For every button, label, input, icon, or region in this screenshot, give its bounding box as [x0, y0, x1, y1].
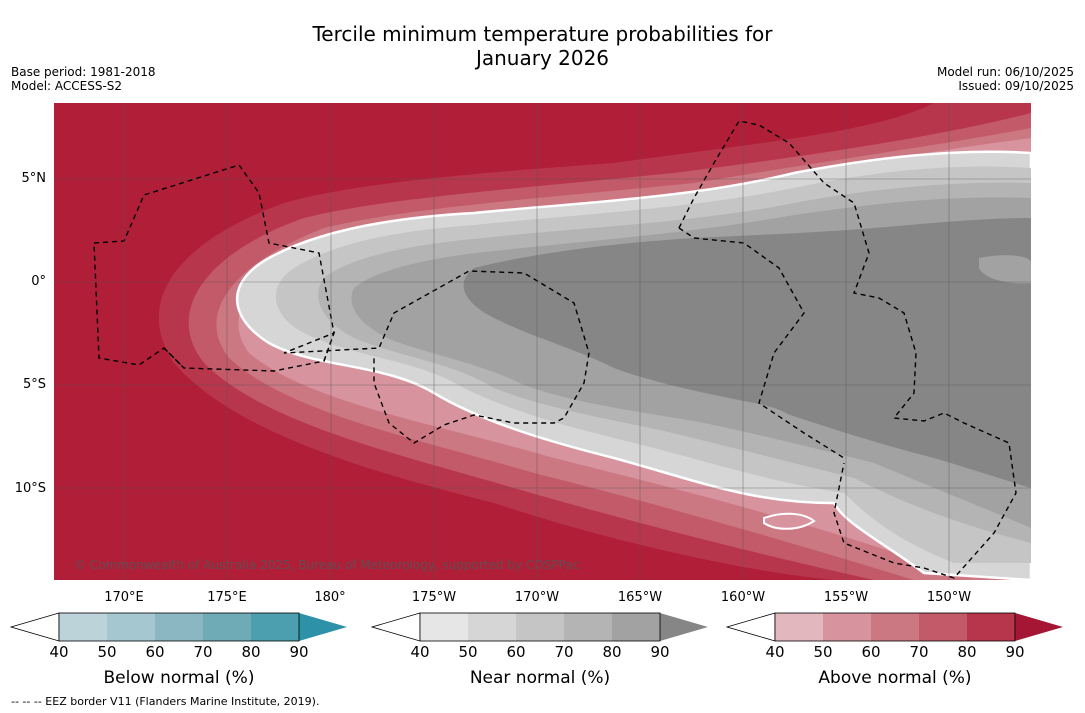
meta-left: Base period: 1981-2018 Model: ACCESS-S2 — [11, 65, 156, 93]
probability-map — [54, 103, 1031, 580]
colorbar-near — [371, 612, 708, 642]
below-tick-40: 40 — [49, 643, 69, 661]
below-swatch-5 — [251, 613, 299, 641]
near-swatch-2 — [468, 613, 516, 641]
above-tick-50: 50 — [813, 643, 833, 661]
colorbar-title-below: Below normal (%) — [103, 668, 255, 688]
above-patch-south — [763, 512, 816, 530]
title-line-1: Tercile minimum temperature probabilitie… — [312, 22, 773, 46]
below-swatch-4 — [203, 613, 251, 641]
near-tick-70: 70 — [554, 643, 574, 661]
lat-label-10s: 10°S — [14, 481, 46, 496]
lat-label-0: 0° — [31, 274, 46, 289]
lon-label-170e: 170°E — [104, 590, 144, 605]
below-swatch-3 — [155, 613, 203, 641]
title-line-2: January 2026 — [475, 46, 610, 70]
above-tick-40: 40 — [765, 643, 785, 661]
near-80-patch-east — [984, 199, 1031, 215]
below-tick-80: 80 — [241, 643, 261, 661]
below-swatch-1 — [59, 613, 107, 641]
near-tick-50: 50 — [458, 643, 478, 661]
near-swatch-5 — [612, 613, 660, 641]
near-swatch-6 — [660, 613, 708, 641]
issued-date: Issued: 09/10/2025 — [958, 79, 1074, 93]
above-swatch-3 — [871, 613, 919, 641]
lat-label-5s: 5°S — [22, 377, 46, 392]
map-svg — [54, 103, 1031, 580]
above-tick-70: 70 — [909, 643, 929, 661]
below-tick-60: 60 — [145, 643, 165, 661]
model-name: Model: ACCESS-S2 — [11, 79, 123, 93]
lon-label-155w: 155°W — [823, 590, 869, 605]
below-tick-70: 70 — [193, 643, 213, 661]
map-title: Tercile minimum temperature probabilitie… — [0, 22, 1085, 70]
lat-label-5n: 5°N — [21, 171, 47, 186]
near-swatch-1 — [420, 613, 468, 641]
eez-footnote: -- -- -- EEZ border V11 (Flanders Marine… — [11, 695, 320, 708]
lon-label-175e: 175°E — [207, 590, 247, 605]
colorbar-title-near: Near normal (%) — [469, 668, 611, 688]
lon-label-175w: 175°W — [411, 590, 457, 605]
near-tick-80: 80 — [602, 643, 622, 661]
below-swatch-0 — [10, 612, 60, 642]
colorbar-title-above: Above normal (%) — [818, 668, 972, 688]
above-tick-80: 80 — [957, 643, 977, 661]
above-swatch-4 — [919, 613, 967, 641]
colorbar-above — [726, 612, 1063, 642]
near-tick-40: 40 — [410, 643, 430, 661]
above-tick-90: 90 — [1005, 643, 1025, 661]
above-swatch-5 — [967, 613, 1015, 641]
gridlines — [54, 103, 1031, 580]
near-swatch-4 — [564, 613, 612, 641]
lon-label-165w: 165°W — [617, 590, 663, 605]
above-swatch-6 — [1015, 613, 1063, 641]
lon-label-150w: 150°W — [926, 590, 972, 605]
near-tick-60: 60 — [506, 643, 526, 661]
near-80-patch-east2 — [979, 255, 1031, 284]
below-tick-50: 50 — [97, 643, 117, 661]
lon-label-170w: 170°W — [514, 590, 560, 605]
eez-borders — [93, 120, 1017, 579]
near-tick-90: 90 — [650, 643, 670, 661]
below-tick-90: 90 — [289, 643, 309, 661]
lon-label-180: 180° — [314, 590, 346, 605]
lon-label-160w: 160°W — [720, 590, 766, 605]
above-swatch-1 — [775, 613, 823, 641]
meta-right: Model run: 06/10/2025 Issued: 09/10/2025 — [937, 65, 1074, 93]
near-90-region — [463, 218, 1031, 488]
below-swatch-2 — [107, 613, 155, 641]
copyright-notice: © Commonwealth of Australia 2025, Bureau… — [74, 558, 580, 572]
above-swatch-0 — [726, 612, 776, 642]
below-swatch-6 — [299, 613, 347, 641]
near-swatch-3 — [516, 613, 564, 641]
colorbar-below — [10, 612, 347, 642]
base-period: Base period: 1981-2018 — [11, 65, 156, 79]
near-swatch-0 — [371, 612, 421, 642]
near-80-patch-south — [709, 401, 794, 428]
above-tick-60: 60 — [861, 643, 881, 661]
above-swatch-2 — [823, 613, 871, 641]
model-run: Model run: 06/10/2025 — [936, 65, 1074, 79]
